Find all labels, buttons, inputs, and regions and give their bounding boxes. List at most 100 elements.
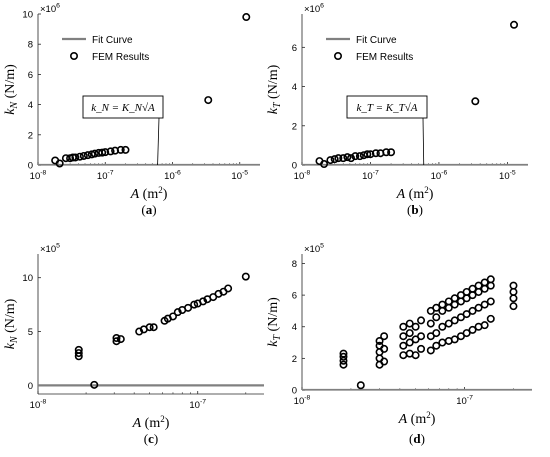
fem-result-marker	[510, 20, 519, 29]
y-tick-label: 0	[292, 386, 297, 397]
fem-result-marker	[438, 300, 447, 309]
fem-result-marker	[241, 272, 250, 281]
fem-result-marker	[486, 281, 495, 290]
fem-result-marker	[405, 338, 414, 347]
fem-result-marker	[474, 303, 483, 312]
y-tick-label: 0	[28, 381, 33, 392]
panel-label: (a)	[141, 202, 156, 217]
legend-fit-label: Fit Curve	[92, 35, 133, 46]
fem-result-marker	[444, 297, 453, 306]
panel-label: (c)	[144, 431, 158, 446]
equation-box	[346, 95, 428, 119]
fem-result-marker	[343, 153, 352, 162]
fem-result-marker	[399, 341, 408, 350]
fem-result-marker	[462, 329, 471, 338]
fem-result-marker	[224, 284, 233, 293]
fem-result-marker	[417, 316, 426, 325]
fem-result-marker	[450, 300, 459, 309]
fem-result-marker	[366, 150, 375, 159]
fem-result-marker	[509, 287, 518, 296]
y-tick-label: 4	[292, 82, 297, 93]
fem-result-marker	[106, 147, 115, 156]
fem-result-marker	[432, 341, 441, 350]
panel-label: (d)	[409, 431, 425, 446]
y-tick-label: 6	[292, 43, 297, 54]
fem-result-marker	[486, 314, 495, 323]
fem-result-marker	[116, 145, 125, 154]
y-axis-label: kN (N/m)	[3, 298, 20, 349]
equation-text: k_T = K_T√A	[357, 102, 418, 114]
fem-result-marker	[471, 97, 480, 106]
fem-result-marker	[380, 332, 389, 341]
fem-result-marker	[116, 335, 125, 344]
fem-result-marker	[438, 306, 447, 315]
fem-result-marker	[380, 344, 389, 353]
fem-result-marker	[480, 278, 489, 287]
y-tick-label: 0	[28, 161, 33, 172]
y-axis-label: kT (N/m)	[266, 297, 283, 347]
fem-result-marker	[399, 322, 408, 331]
y-multiplier: ×106	[40, 3, 60, 15]
fem-result-marker	[456, 291, 465, 300]
fem-result-marker	[199, 297, 208, 306]
fem-result-marker	[432, 303, 441, 312]
panel-a: 0 2 4 6 8 10 10-8 10-7 10-6 10-5 ×106 A (m2) kN (N/m…	[3, 3, 260, 217]
y-tick-label: 8	[28, 40, 33, 51]
fem-result-marker	[468, 284, 477, 293]
equation-box	[82, 95, 164, 119]
y-tick-label: 10	[22, 10, 33, 21]
fem-result-marker	[380, 357, 389, 366]
y-tick-label: 8	[292, 259, 297, 270]
fem-result-marker	[75, 152, 84, 161]
fem-result-marker	[339, 352, 348, 361]
y-multiplier: ×105	[40, 243, 60, 255]
fem-result-marker	[480, 300, 489, 309]
y-tick-label: 2	[292, 354, 297, 365]
fem-result-marker	[480, 321, 489, 330]
fem-result-marker	[432, 329, 441, 338]
fem-result-marker	[168, 312, 177, 321]
x-axis-label: A (m2)	[398, 410, 436, 427]
legend-fit-label: Fit Curve	[356, 35, 397, 46]
equation-text: k_N = K_N√A	[91, 102, 155, 114]
fem-result-marker	[438, 338, 447, 347]
fem-result-marker	[149, 323, 158, 332]
fem-result-marker	[486, 297, 495, 306]
fem-result-marker	[387, 148, 396, 157]
fem-result-marker	[486, 275, 495, 284]
fem-result-marker	[326, 156, 335, 165]
fem-result-marker	[450, 316, 459, 325]
x-tick-label: 10-8	[30, 170, 47, 182]
fem-result-marker	[444, 319, 453, 328]
panel-c: 0 5 10 10-8 10-7 ×105 A (m2) kN (N/m) (c)	[3, 243, 264, 446]
fem-result-marker	[190, 300, 199, 309]
fem-result-marker	[371, 149, 380, 158]
y-tick-label: 0	[292, 161, 297, 172]
fem-result-marker	[145, 323, 154, 332]
fem-result-marker	[356, 381, 365, 390]
fem-result-marker	[334, 154, 343, 163]
x-axis-label: A (m2)	[396, 185, 434, 202]
fem-result-marker	[462, 287, 471, 296]
x-tick-label: 10-7	[97, 170, 114, 182]
fem-result-marker	[411, 322, 420, 331]
fem-result-marker	[242, 13, 251, 22]
fem-result-marker	[71, 153, 80, 162]
panel-b: 0 2 4 6 10-8 10-7 10-6 10-5 ×106 A (m2) kT (N/m) Fi…	[266, 3, 528, 217]
fem-result-marker	[411, 351, 420, 360]
legend-fem-label: FEM Results	[92, 52, 149, 63]
fem-result-marker	[375, 336, 384, 345]
fem-result-marker	[405, 329, 414, 338]
x-axis-label: A (m2)	[132, 414, 170, 431]
y-tick-label: 6	[28, 70, 33, 81]
fem-result-marker	[509, 281, 518, 290]
fem-result-marker	[330, 155, 339, 164]
equation-leader-line	[157, 117, 160, 166]
fem-result-marker	[432, 313, 441, 322]
x-tick-label: 10-6	[431, 170, 448, 182]
fem-result-marker	[83, 151, 92, 160]
fem-result-marker	[112, 337, 121, 346]
fem-result-marker	[112, 333, 121, 342]
fem-result-marker	[509, 294, 518, 303]
